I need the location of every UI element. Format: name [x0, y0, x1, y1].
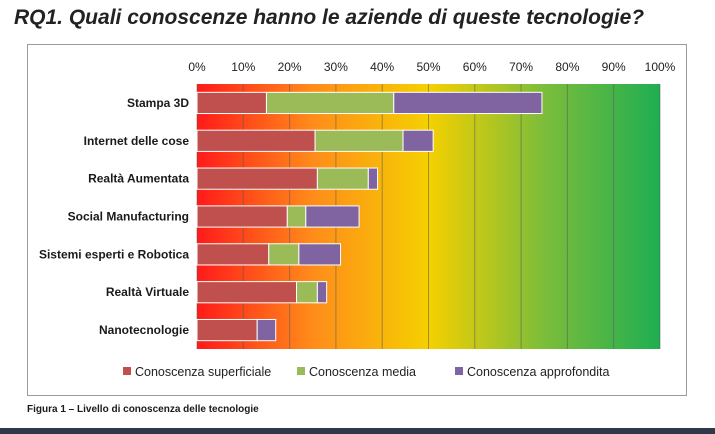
legend-label: Conoscenza approfondita — [467, 365, 610, 379]
bar-segment — [196, 318, 258, 342]
x-tick-label: 70% — [509, 60, 533, 74]
x-tick-label: 0% — [188, 60, 206, 74]
stacked-bar-chart: 0% 10% 20% 30% 40% 50% 60% 70% 80% 90% 100% Stampa … — [39, 60, 676, 379]
bar-segment — [196, 243, 270, 266]
legend-swatch — [123, 367, 131, 375]
bar-segment — [367, 167, 379, 190]
legend-swatch — [297, 367, 305, 375]
chart-frame: 0% 10% 20% 30% 40% 50% 60% 70% 80% 90% 100% Stampa … — [27, 44, 687, 396]
x-tick-label: 30% — [324, 60, 348, 74]
bar-segment — [196, 205, 288, 228]
bar-segment — [196, 167, 318, 190]
bar-segment — [305, 205, 360, 228]
bar-segment — [286, 205, 307, 228]
bar-segment — [196, 129, 316, 152]
bar-segment — [196, 281, 298, 304]
bar-segment — [314, 129, 404, 152]
figure-caption: Figura 1 – Livello di conoscenza delle t… — [27, 404, 259, 415]
bar-segment — [298, 243, 342, 266]
legend-swatch — [455, 367, 463, 375]
bar-segment — [296, 281, 318, 304]
x-tick-label: 80% — [555, 60, 579, 74]
x-tick-label: 10% — [231, 60, 255, 74]
bar-segment — [316, 167, 369, 190]
bar-segment — [393, 91, 543, 115]
category-label: Stampa 3D — [127, 96, 189, 110]
page-title: RQ1. Quali conoscenze hanno le aziende d… — [14, 6, 645, 29]
bar-segment — [268, 243, 300, 266]
bar-segment — [196, 91, 267, 115]
bottom-rule — [0, 428, 715, 434]
category-label: Sistemi esperti e Robotica — [39, 247, 189, 261]
bar-segment — [265, 91, 395, 115]
category-label: Realtà Virtuale — [106, 285, 189, 299]
bar-segment — [256, 318, 277, 342]
category-label: Internet delle cose — [84, 134, 190, 148]
bar-segment — [316, 281, 328, 304]
legend-label: Conoscenza media — [309, 365, 416, 379]
x-tick-label: 90% — [602, 60, 626, 74]
category-label: Realtà Aumentata — [88, 172, 189, 186]
category-label: Social Manufacturing — [68, 210, 189, 224]
x-tick-label: 60% — [463, 60, 487, 74]
x-tick-label: 20% — [278, 60, 302, 74]
bar-segment — [402, 129, 434, 152]
x-tick-label: 100% — [645, 60, 676, 74]
x-tick-label: 50% — [416, 60, 440, 74]
category-label: Nanotecnologie — [99, 323, 189, 337]
legend-label: Conoscenza superficiale — [135, 365, 271, 379]
x-tick-label: 40% — [370, 60, 394, 74]
